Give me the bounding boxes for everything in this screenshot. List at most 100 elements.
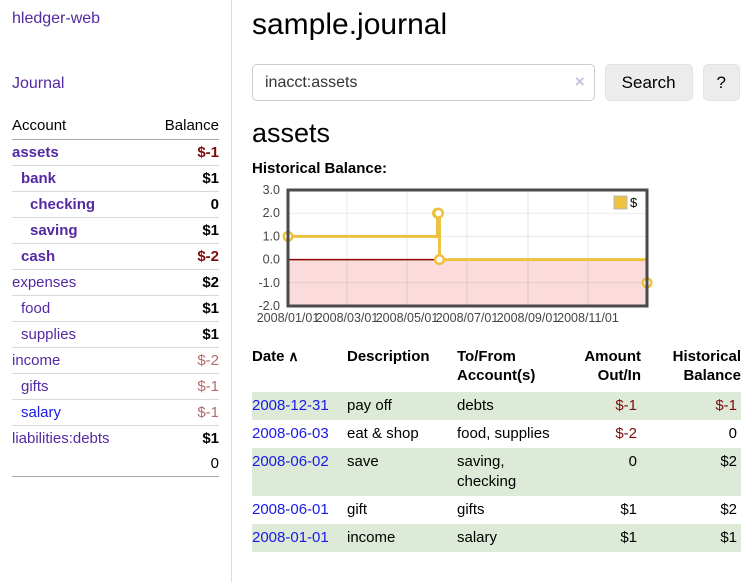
historical-balance-chart-svg: $3.0 2.0 1.0 0.0 -1.0 -2.02008/01/012008/03/0…	[257, 184, 653, 325]
account-name-cell: checking	[12, 191, 146, 218]
account-link[interactable]: bank	[21, 170, 57, 187]
account-name-cell: bank	[12, 165, 146, 192]
register-header-historical: Historical Balance	[641, 345, 741, 392]
header-line1: To/From	[457, 348, 516, 365]
transaction-date-link[interactable]: 2008-06-01	[252, 501, 329, 518]
account-name-cell: expenses	[12, 269, 146, 296]
chart-title: Historical Balance:	[252, 160, 388, 177]
register-header-row: Date ∧ Description To/From Account(s) Amount…	[252, 345, 741, 392]
transaction-amount: 0	[628, 453, 637, 470]
transaction-date-cell: 2008-01-01	[252, 524, 347, 552]
account-name-cell: food	[12, 295, 146, 322]
account-balance: $-1	[197, 144, 219, 161]
search-button[interactable]: Search	[604, 64, 693, 101]
transaction-amount: $1	[620, 529, 637, 546]
data-point-marker	[433, 254, 446, 266]
y-axis-tick-label: -1.0	[258, 276, 280, 290]
transaction-row: 2008-06-03 eat & shop food, supplies $-2 0	[252, 420, 741, 448]
account-row: supplies $1	[12, 321, 219, 348]
register-header-date[interactable]: Date ∧	[252, 345, 347, 392]
account-link[interactable]: expenses	[12, 274, 77, 291]
account-balance: $2	[145, 269, 219, 296]
account-link[interactable]: cash	[21, 248, 56, 265]
account-row: food $1	[12, 295, 219, 322]
y-axis-tick-label: -2.0	[258, 299, 280, 313]
account-balance: $-2	[145, 243, 219, 270]
transaction-date-link[interactable]: 2008-12-31	[252, 397, 329, 414]
account-link[interactable]: saving	[30, 222, 78, 239]
account-link[interactable]: food	[21, 300, 51, 317]
accounts-table-body: assets $-1 bank $1 checking 0 saving $1 cash $-2 e…	[12, 140, 219, 451]
header-line2: Balance	[683, 367, 741, 384]
transaction-date-link[interactable]: 2008-06-03	[252, 425, 329, 442]
account-name-cell: income	[12, 347, 146, 374]
account-balance: $-1	[145, 373, 219, 400]
transaction-amount: $-1	[615, 397, 637, 414]
account-name-cell: salary	[12, 399, 146, 426]
accounts-table: Account Balance assets $-1 bank $1 checking 0…	[12, 114, 219, 477]
accounts-total-value: 0	[145, 451, 219, 477]
transaction-description: save	[347, 453, 379, 470]
brand-link[interactable]: hledger-web	[12, 10, 101, 27]
x-axis-tick-label: 2008/07/01	[436, 311, 499, 325]
transaction-date-cell: 2008-06-02	[252, 448, 347, 496]
app-brand: hledger-web	[12, 10, 219, 28]
help-button[interactable]: ?	[702, 64, 740, 101]
account-row: gifts $-1	[12, 373, 219, 400]
transaction-accounts: saving, checking	[457, 453, 517, 490]
transaction-accounts: salary	[457, 529, 498, 546]
account-link[interactable]: assets	[12, 144, 59, 161]
account-link[interactable]: income	[12, 352, 61, 369]
register-header-description: Description	[347, 345, 457, 392]
transaction-row: 2008-06-02 save saving, checking 0 $2	[252, 448, 741, 496]
x-axis-tick-label: 2008/09/01	[497, 311, 560, 325]
account-link[interactable]: gifts	[21, 378, 49, 395]
main-content: sample.journal × Search ? assets Histori…	[233, 0, 742, 552]
account-name-cell: cash	[12, 243, 146, 270]
account-link[interactable]: checking	[30, 196, 96, 213]
clear-search-icon[interactable]: ×	[574, 72, 585, 91]
account-heading: assets	[252, 118, 331, 148]
register-table-body: 2008-12-31 pay off debts $-1 $-1 2008-06-03 ea…	[252, 392, 741, 552]
accounts-header-account: Account	[12, 114, 146, 140]
account-balance: $-2	[145, 347, 219, 374]
account-row: cash $-2	[12, 243, 219, 270]
account-balance: $1	[145, 165, 219, 192]
account-row: bank $1	[12, 165, 219, 192]
transaction-row: 2008-06-01 gift gifts $1 $2	[252, 496, 741, 524]
y-axis-tick-label: 1.0	[263, 229, 280, 243]
data-point-marker	[432, 207, 445, 219]
header-line1: Description	[347, 348, 430, 365]
transaction-description: gift	[347, 501, 368, 518]
sort-ascending-icon: ∧	[284, 348, 299, 364]
account-balance: $-1	[145, 399, 219, 426]
account-row: income $-2	[12, 347, 219, 374]
accounts-header-balance: Balance	[145, 114, 219, 140]
account-row: checking 0	[12, 191, 219, 218]
search-input[interactable]	[252, 64, 595, 101]
transaction-balance: $-1	[715, 397, 737, 414]
account-link[interactable]: supplies	[21, 326, 77, 343]
transaction-date-link[interactable]: 2008-01-01	[252, 529, 329, 546]
account-balance: $1	[145, 321, 219, 348]
y-axis-tick-label: 2.0	[263, 206, 280, 220]
page-title: sample.journal	[252, 8, 448, 41]
account-link[interactable]: liabilities:debts	[12, 430, 110, 447]
account-row: salary $-1	[12, 399, 219, 426]
header-line1: Historical	[672, 348, 741, 365]
account-name-cell: saving	[12, 217, 146, 244]
transaction-date-cell: 2008-12-31	[252, 392, 347, 420]
transaction-amount: $-2	[615, 425, 637, 442]
plot-border	[286, 188, 649, 308]
account-link[interactable]: salary	[21, 404, 62, 421]
transaction-date-link[interactable]: 2008-06-02	[252, 453, 329, 470]
account-name-cell: gifts	[12, 373, 146, 400]
sidebar-item-journal[interactable]: Journal	[12, 75, 65, 92]
account-balance: 0	[145, 191, 219, 218]
sidebar-nav: Journal	[12, 75, 219, 93]
x-axis-tick-label: 2008/05/01	[376, 311, 439, 325]
negative-region	[288, 259, 647, 306]
historical-balance-chart: $3.0 2.0 1.0 0.0 -1.0 -2.0 2008/01/01 2008/03/0…	[252, 184, 740, 332]
transaction-row: 2008-01-01 income salary $1 $1	[252, 524, 741, 552]
transaction-date-cell: 2008-06-01	[252, 496, 347, 524]
